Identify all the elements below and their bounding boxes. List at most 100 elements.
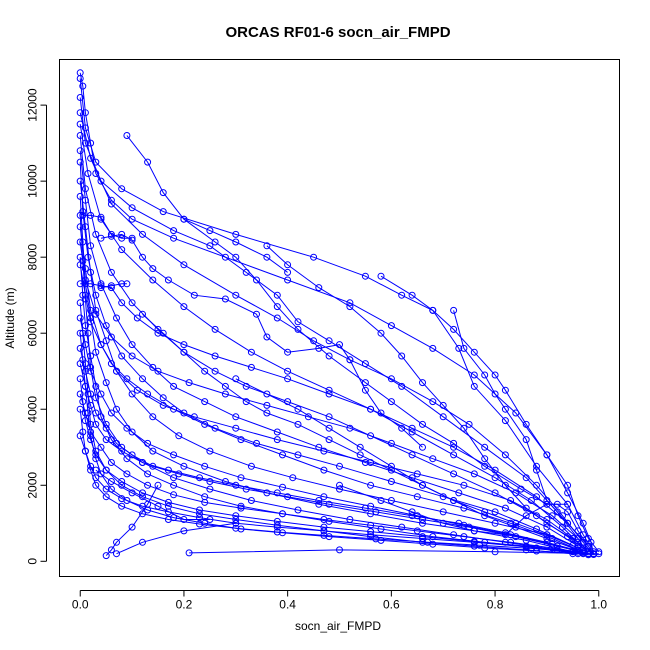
series-line bbox=[79, 241, 579, 539]
data-point bbox=[232, 238, 240, 246]
data-point bbox=[491, 371, 499, 379]
data-point bbox=[491, 508, 499, 516]
data-point bbox=[320, 523, 328, 531]
data-point bbox=[543, 538, 551, 546]
series-line bbox=[79, 150, 579, 547]
data-point bbox=[273, 521, 281, 529]
data-point bbox=[387, 439, 395, 447]
data-point bbox=[144, 500, 152, 508]
data-point bbox=[543, 516, 551, 523]
data-point bbox=[76, 280, 84, 288]
series-line bbox=[453, 310, 589, 547]
data-point bbox=[76, 344, 84, 352]
data-point bbox=[118, 280, 126, 288]
data-point bbox=[159, 208, 167, 216]
data-point bbox=[102, 424, 110, 432]
data-point bbox=[372, 535, 380, 543]
data-point bbox=[450, 325, 458, 333]
series-line bbox=[79, 226, 594, 555]
data-point bbox=[294, 405, 302, 413]
data-point bbox=[107, 459, 115, 466]
data-point bbox=[102, 436, 110, 444]
data-point bbox=[553, 500, 561, 508]
data-point bbox=[595, 550, 603, 558]
series-38 bbox=[336, 481, 598, 558]
data-point bbox=[455, 489, 463, 497]
data-point bbox=[92, 474, 100, 482]
data-point bbox=[533, 481, 540, 489]
series-5 bbox=[76, 120, 587, 552]
data-point bbox=[429, 455, 437, 463]
data-point bbox=[522, 512, 530, 520]
data-point bbox=[92, 291, 100, 299]
data-point bbox=[118, 495, 126, 503]
data-point bbox=[92, 348, 100, 356]
data-point bbox=[107, 409, 115, 417]
data-point bbox=[118, 478, 126, 485]
series-16 bbox=[76, 280, 592, 550]
data-point bbox=[97, 390, 105, 398]
data-point bbox=[76, 314, 84, 322]
data-point bbox=[180, 261, 188, 269]
data-point bbox=[501, 417, 509, 425]
x-tick-label: 0.6 bbox=[383, 598, 400, 612]
data-point bbox=[87, 420, 95, 428]
data-point bbox=[87, 462, 95, 470]
y-axis: 0 2000 4000 6000 8000 10000 12000 bbox=[26, 88, 47, 565]
series-line bbox=[80, 283, 589, 547]
series-line bbox=[79, 97, 589, 554]
data-point bbox=[211, 367, 219, 375]
data-point bbox=[237, 436, 245, 444]
data-point bbox=[419, 516, 426, 523]
data-point bbox=[273, 428, 281, 436]
data-point bbox=[325, 436, 333, 444]
data-point bbox=[263, 253, 271, 261]
data-point bbox=[325, 390, 333, 398]
data-point bbox=[470, 527, 478, 535]
data-point bbox=[196, 506, 203, 514]
data-point bbox=[81, 139, 89, 147]
data-point bbox=[408, 428, 416, 436]
data-point bbox=[237, 504, 245, 512]
data-point bbox=[102, 493, 110, 501]
series-line bbox=[100, 233, 423, 448]
series-28 bbox=[113, 519, 240, 558]
data-point bbox=[107, 333, 115, 341]
series-40 bbox=[139, 310, 582, 552]
data-point bbox=[346, 303, 354, 311]
data-point bbox=[263, 401, 271, 409]
data-point bbox=[97, 213, 105, 221]
data-point bbox=[170, 227, 178, 235]
data-point bbox=[196, 510, 203, 518]
data-point bbox=[247, 462, 255, 470]
data-point bbox=[118, 352, 126, 360]
data-point bbox=[180, 341, 188, 349]
data-point bbox=[221, 382, 229, 390]
data-point bbox=[221, 390, 229, 398]
data-point bbox=[543, 519, 551, 527]
data-point bbox=[346, 424, 354, 432]
data-point bbox=[548, 544, 556, 552]
data-point bbox=[144, 390, 152, 398]
data-point bbox=[413, 493, 421, 501]
x-tick-label: 0.2 bbox=[176, 598, 193, 612]
data-point bbox=[84, 170, 92, 177]
data-point bbox=[398, 352, 406, 360]
data-point bbox=[123, 455, 131, 463]
data-point bbox=[574, 527, 582, 535]
data-point bbox=[87, 306, 95, 314]
data-point bbox=[284, 348, 292, 356]
series-26 bbox=[92, 466, 214, 523]
data-point bbox=[118, 230, 126, 238]
data-point bbox=[294, 420, 302, 428]
data-point bbox=[92, 481, 100, 489]
data-point bbox=[81, 265, 89, 273]
data-point bbox=[450, 470, 458, 478]
data-point bbox=[206, 227, 214, 235]
data-point bbox=[408, 424, 416, 432]
data-point bbox=[232, 512, 240, 520]
data-point bbox=[97, 177, 105, 185]
data-point bbox=[180, 348, 188, 356]
data-point bbox=[543, 451, 551, 459]
data-point bbox=[107, 282, 115, 290]
